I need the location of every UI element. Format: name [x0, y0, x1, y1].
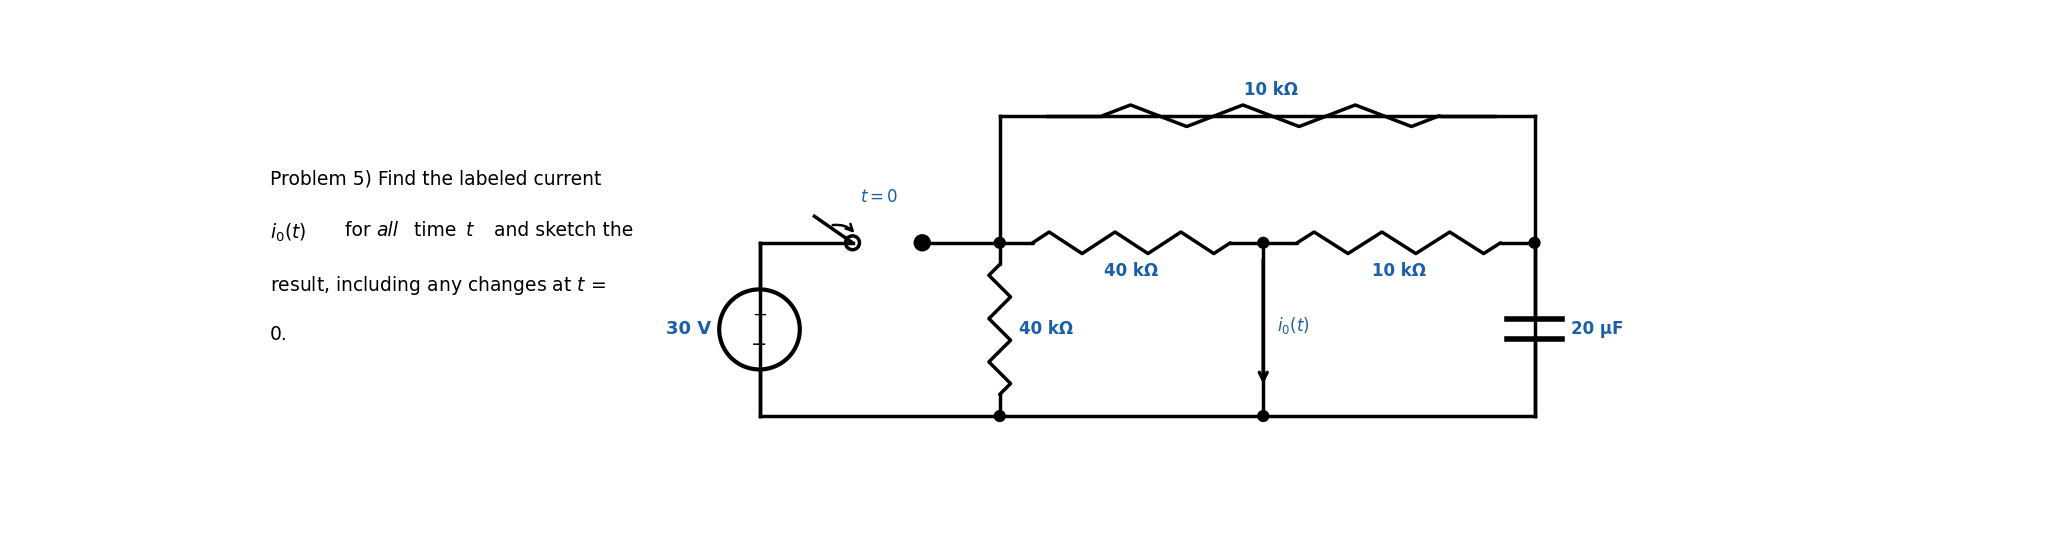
Text: 30 V: 30 V	[667, 320, 712, 339]
Circle shape	[845, 236, 859, 250]
Text: 10 kΩ: 10 kΩ	[1373, 262, 1426, 280]
Text: result, including any changes at $t$ =: result, including any changes at $t$ =	[270, 274, 606, 296]
Text: 10 kΩ: 10 kΩ	[1244, 81, 1297, 99]
Text: and sketch the: and sketch the	[489, 221, 634, 240]
Circle shape	[994, 411, 1005, 421]
Circle shape	[1258, 411, 1269, 421]
Text: −: −	[751, 334, 767, 354]
Circle shape	[994, 237, 1005, 248]
Text: $i_0(t)$: $i_0(t)$	[270, 221, 307, 243]
Text: $i_0(t)$: $i_0(t)$	[1277, 315, 1309, 336]
Text: $t = 0$: $t = 0$	[861, 188, 898, 206]
Text: $t$: $t$	[464, 221, 475, 240]
Circle shape	[1528, 237, 1541, 248]
Circle shape	[1258, 237, 1269, 248]
Text: all: all	[376, 221, 397, 240]
Text: 20 μF: 20 μF	[1571, 320, 1622, 339]
Text: 0.: 0.	[270, 325, 286, 344]
Text: 40 kΩ: 40 kΩ	[1105, 262, 1158, 280]
Text: +: +	[753, 306, 767, 324]
Circle shape	[915, 236, 929, 250]
Text: Problem 5) Find the labeled current: Problem 5) Find the labeled current	[270, 170, 602, 189]
Text: 40 kΩ: 40 kΩ	[1019, 320, 1074, 339]
Text: time: time	[409, 221, 462, 240]
Text: for: for	[340, 221, 376, 240]
